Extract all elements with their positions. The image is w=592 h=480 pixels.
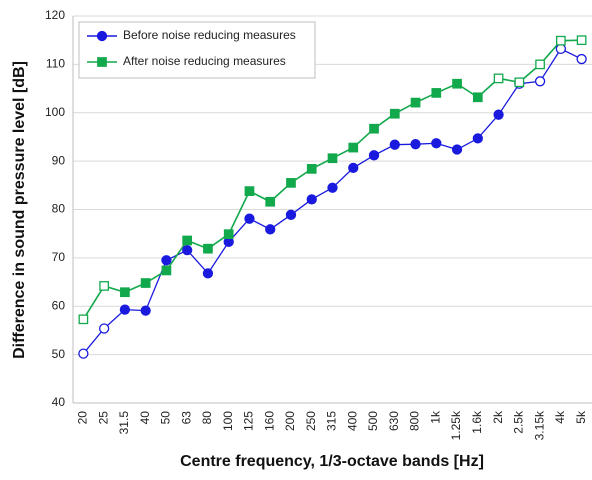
x-tick-label: 200 xyxy=(283,411,297,431)
data-point xyxy=(286,178,296,188)
data-point xyxy=(78,314,89,325)
x-tick-label: 50 xyxy=(159,411,173,425)
data-point xyxy=(161,265,172,276)
data-point xyxy=(389,139,400,150)
data-point xyxy=(306,164,317,174)
data-point xyxy=(452,78,462,89)
y-tick-label: 40 xyxy=(52,395,66,409)
x-tick-label: 1.6k xyxy=(470,410,484,434)
series-line xyxy=(82,39,582,320)
data-point xyxy=(431,88,442,98)
legend-box xyxy=(78,21,316,79)
x-tick-label: 2.5k xyxy=(512,410,526,434)
data-point xyxy=(202,268,214,279)
data-point xyxy=(348,142,359,153)
data-point xyxy=(265,224,276,235)
y-tick-label: 120 xyxy=(45,8,65,22)
data-point xyxy=(472,92,483,103)
data-point xyxy=(119,304,131,315)
data-point xyxy=(203,243,213,254)
data-point xyxy=(534,76,546,87)
x-tick-label: 3.15k xyxy=(532,410,546,440)
data-point xyxy=(431,138,442,149)
y-tick-label: 80 xyxy=(52,202,66,216)
legend-label: After noise reducing measures xyxy=(123,54,286,68)
data-point xyxy=(493,109,504,120)
data-point xyxy=(410,139,421,150)
x-tick-label: 400 xyxy=(345,411,359,431)
y-tick-label: 110 xyxy=(46,57,65,71)
y-tick-label: 50 xyxy=(52,347,66,361)
data-point xyxy=(327,153,338,164)
data-point xyxy=(244,213,255,224)
data-point xyxy=(161,255,172,266)
data-point xyxy=(389,108,400,119)
x-tick-label: 2k xyxy=(491,410,505,424)
x-tick-label: 160 xyxy=(262,411,276,431)
legend-label: Before noise reducing measures xyxy=(123,28,296,42)
x-tick-label: 1k xyxy=(428,410,442,424)
y-tick-label: 70 xyxy=(52,250,66,264)
data-point xyxy=(348,162,359,174)
data-point xyxy=(244,186,255,196)
data-point xyxy=(535,59,545,70)
data-point xyxy=(451,144,463,155)
x-tick-label: 250 xyxy=(304,411,318,431)
x-tick-label: 315 xyxy=(325,411,339,431)
y-tick-label: 90 xyxy=(52,153,66,167)
x-tick-label: 100 xyxy=(221,411,235,431)
data-point xyxy=(120,287,130,298)
data-point xyxy=(576,53,587,65)
data-point xyxy=(493,73,504,84)
data-point xyxy=(576,35,587,46)
y-tick-label: 100 xyxy=(45,105,65,119)
x-tick-label: 40 xyxy=(138,411,152,425)
x-tick-label: 4k xyxy=(553,410,567,424)
x-tick-label: 630 xyxy=(387,411,401,431)
data-point xyxy=(306,194,317,205)
x-tick-label: 1.25k xyxy=(449,410,463,440)
x-tick-label: 125 xyxy=(242,411,256,431)
data-point xyxy=(140,278,151,288)
data-point xyxy=(327,182,338,193)
x-tick-label: 31.5 xyxy=(117,411,131,435)
x-axis-title: Centre frequency, 1/3-octave bands [Hz] xyxy=(180,453,484,470)
x-tick-label: 20 xyxy=(76,411,90,425)
y-tick-label: 60 xyxy=(52,298,66,312)
data-point xyxy=(140,305,151,316)
data-point xyxy=(472,133,483,144)
data-point xyxy=(223,229,234,240)
data-point xyxy=(514,77,525,88)
x-tick-label: 80 xyxy=(200,411,214,425)
x-tick-label: 63 xyxy=(179,411,193,425)
data-point xyxy=(555,43,567,55)
data-point xyxy=(265,196,276,207)
legend-marker xyxy=(96,30,108,42)
data-point xyxy=(99,281,109,291)
x-tick-label: 5k xyxy=(574,410,588,424)
data-point xyxy=(78,348,89,359)
x-tick-label: 500 xyxy=(366,411,380,431)
y-axis-title: Difference in sound pressure level [dB] xyxy=(11,61,28,359)
legend-marker xyxy=(97,57,107,67)
data-point xyxy=(285,209,297,220)
data-point xyxy=(98,323,110,334)
data-point xyxy=(410,97,421,108)
data-point xyxy=(369,123,379,134)
x-tick-label: 25 xyxy=(96,411,110,425)
data-point xyxy=(182,244,193,256)
data-point xyxy=(556,35,566,46)
data-point xyxy=(368,150,380,161)
data-point xyxy=(182,235,193,246)
series-line xyxy=(82,48,582,355)
x-tick-label: 800 xyxy=(408,411,422,431)
